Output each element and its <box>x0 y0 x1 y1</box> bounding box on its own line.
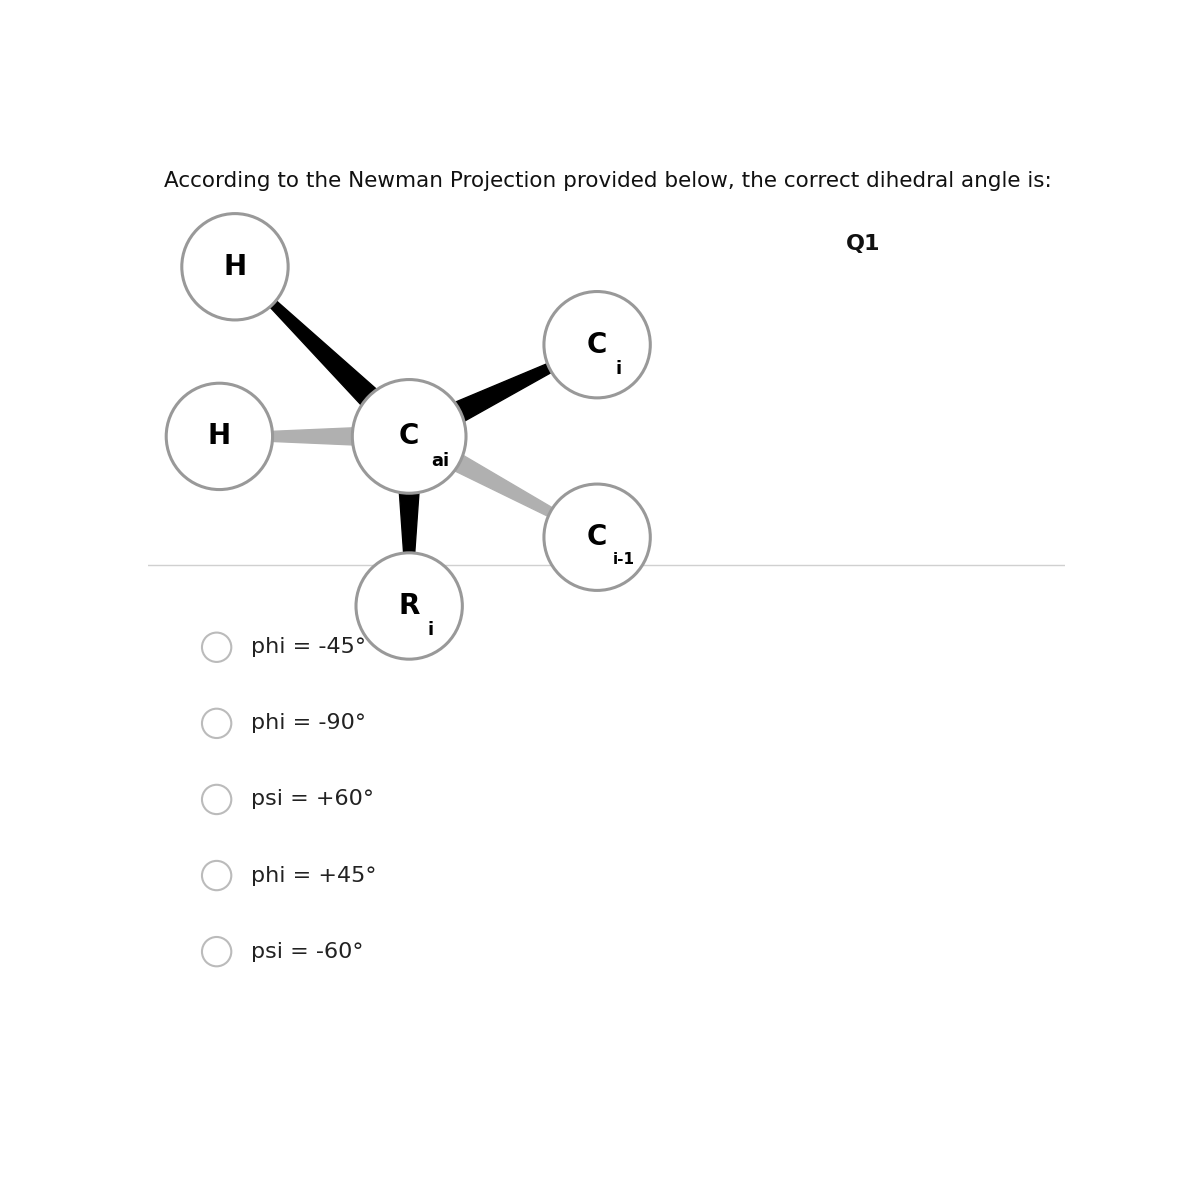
Text: Q1: Q1 <box>846 234 880 254</box>
Text: i: i <box>615 360 622 378</box>
Text: psi = -60°: psi = -60° <box>252 942 364 961</box>
Text: H: H <box>208 422 231 450</box>
Polygon shape <box>395 437 424 606</box>
Text: H: H <box>224 253 246 281</box>
Circle shape <box>166 383 272 490</box>
Polygon shape <box>403 427 599 540</box>
Circle shape <box>356 553 463 659</box>
Circle shape <box>544 292 651 398</box>
Circle shape <box>182 214 289 320</box>
Text: C: C <box>399 422 419 450</box>
Text: ai: ai <box>431 452 448 470</box>
Text: phi = -45°: phi = -45° <box>252 637 367 658</box>
Polygon shape <box>403 343 597 449</box>
Circle shape <box>544 484 651 590</box>
Text: R: R <box>399 592 420 620</box>
Text: phi = +45°: phi = +45° <box>252 865 377 886</box>
Text: i: i <box>428 620 434 638</box>
Text: C: C <box>587 331 607 359</box>
Text: i-1: i-1 <box>613 552 635 568</box>
Text: psi = +60°: psi = +60° <box>252 790 375 810</box>
Polygon shape <box>219 425 409 448</box>
Text: C: C <box>587 523 607 551</box>
Text: According to the Newman Projection provided below, the correct dihedral angle is: According to the Newman Projection provi… <box>164 170 1052 191</box>
Polygon shape <box>234 265 419 446</box>
Circle shape <box>353 379 466 493</box>
Text: phi = -90°: phi = -90° <box>252 713 367 733</box>
